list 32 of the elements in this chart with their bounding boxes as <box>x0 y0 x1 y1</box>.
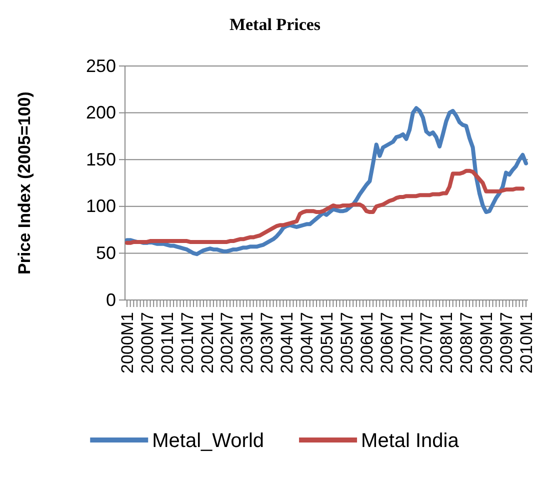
legend-label: Metal_World <box>152 430 264 452</box>
x-tick-label: 2010M1 <box>516 312 536 374</box>
y-tick-label: 250 <box>86 56 116 76</box>
x-tick-label: 2002M7 <box>218 312 237 374</box>
x-tick-label: 2001M1 <box>158 312 177 374</box>
x-tick-label: 2005M7 <box>337 312 356 374</box>
y-tick-label: 100 <box>86 196 116 216</box>
x-tick-label: 2007M1 <box>397 312 416 374</box>
x-tick-label: 2003M7 <box>258 312 277 374</box>
x-tick-label: 2000M1 <box>118 312 137 374</box>
x-tick-label: 2008M1 <box>437 312 456 374</box>
y-tick-label: 50 <box>96 242 116 263</box>
x-tick-label: 2008M7 <box>457 312 476 374</box>
y-axis-title: Price Index (2005=100) <box>15 92 34 274</box>
x-tick-label: 2000M7 <box>138 312 157 374</box>
x-tick-label: 2006M7 <box>377 312 396 374</box>
x-tick-label: 2003M1 <box>238 312 257 374</box>
x-tick-label: 2009M1 <box>477 312 496 374</box>
x-tick-label: 2002M1 <box>198 312 217 374</box>
y-tick-label: 0 <box>106 290 116 310</box>
x-tick-label: 2004M7 <box>298 312 316 374</box>
y-tick-label: 200 <box>86 102 116 123</box>
x-tick-label: 2005M1 <box>317 312 336 374</box>
line-series <box>125 168 525 245</box>
x-tick-label: 2006M1 <box>357 312 376 374</box>
y-tick-label: 150 <box>86 149 116 170</box>
x-tick-label: 2009M7 <box>497 312 516 374</box>
x-tick-label: 2001M7 <box>178 312 197 374</box>
chart-title: Metal Prices <box>229 15 321 34</box>
x-tick-label: 2007M7 <box>417 312 436 374</box>
x-tick-label: 2004M1 <box>278 312 297 374</box>
legend-label: Metal India <box>361 430 460 452</box>
